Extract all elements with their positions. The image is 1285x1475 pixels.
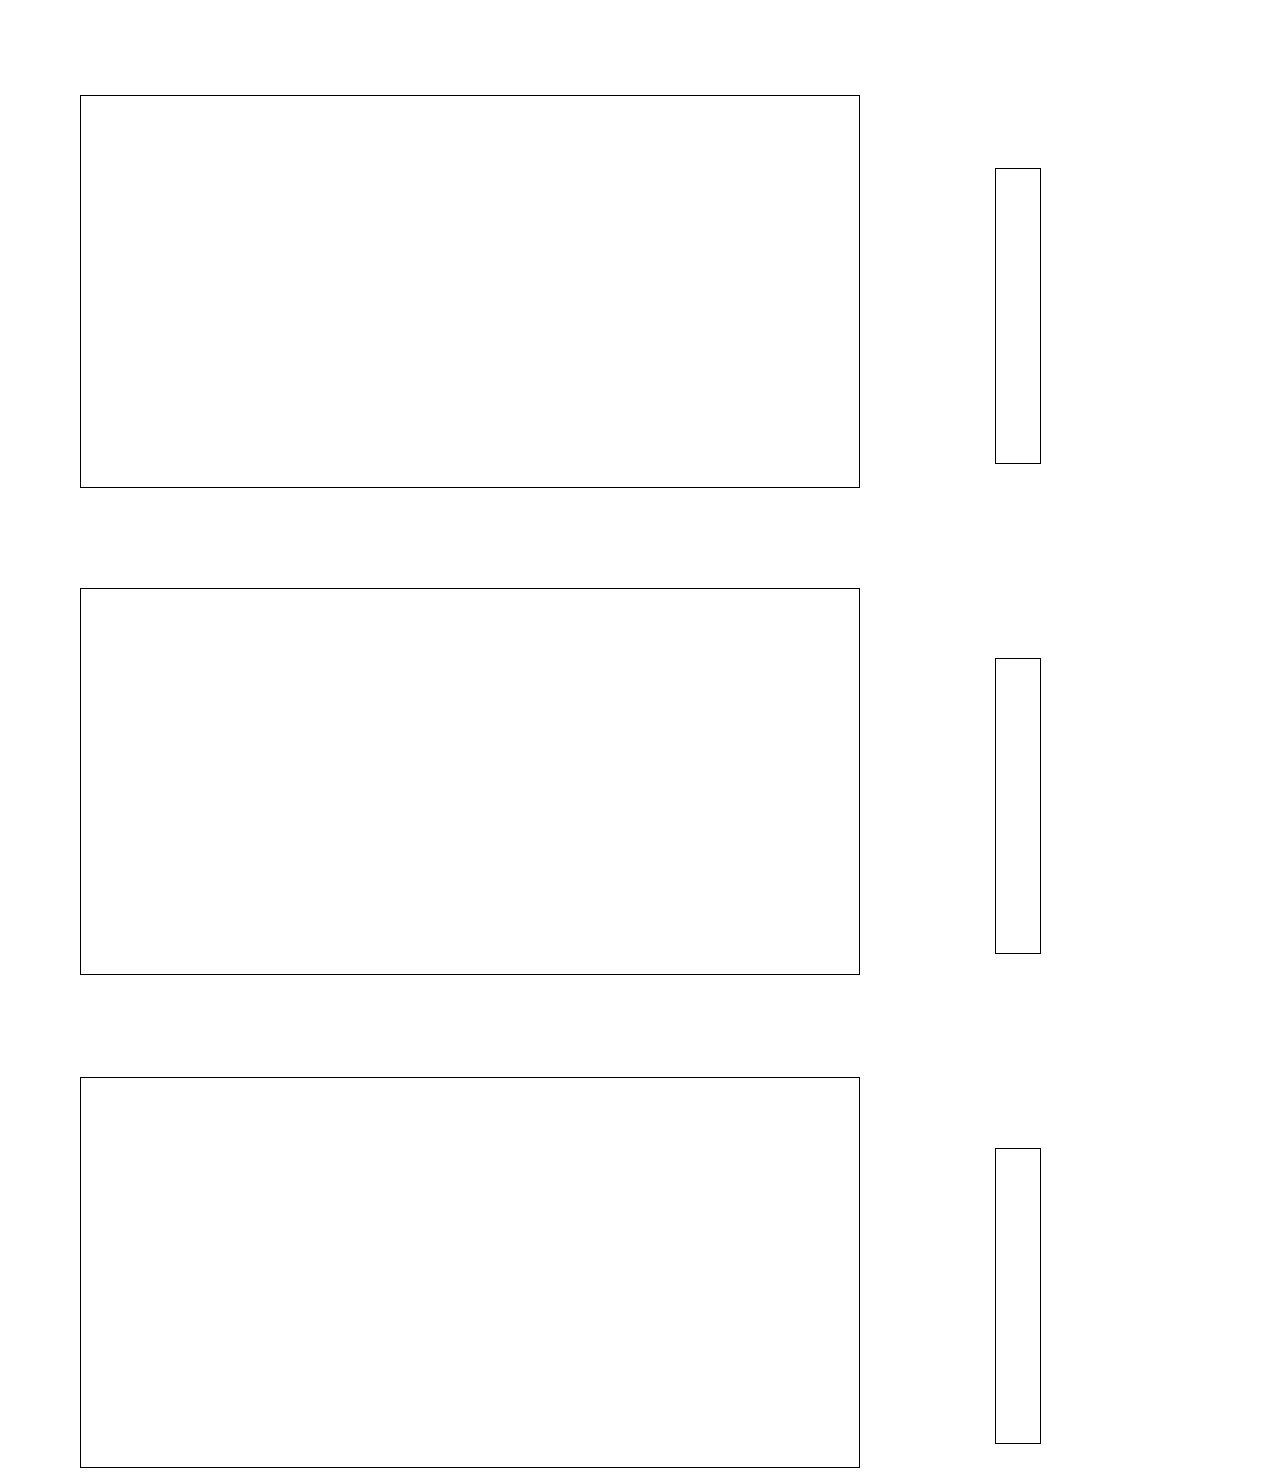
panel1-colorbar <box>995 168 1041 464</box>
panel2-map <box>80 588 860 975</box>
panel1-map-canvas <box>81 96 859 487</box>
panel3-stat-row <box>80 1040 860 1066</box>
panel2-map-canvas <box>81 589 859 974</box>
panel3-map-canvas <box>81 1078 859 1467</box>
panel1-stat-row <box>80 58 860 84</box>
panel3-colorbar-ticks <box>1049 1148 1119 1444</box>
panel2-colorbar <box>995 658 1041 954</box>
panel3-map <box>80 1077 860 1468</box>
panel1-colorbar-ticks <box>1049 168 1119 464</box>
panel3-colorbar <box>995 1148 1041 1444</box>
panel2-stat-row <box>80 548 860 574</box>
panel2-colorbar-ticks <box>1049 658 1119 954</box>
panel1-map <box>80 95 860 488</box>
